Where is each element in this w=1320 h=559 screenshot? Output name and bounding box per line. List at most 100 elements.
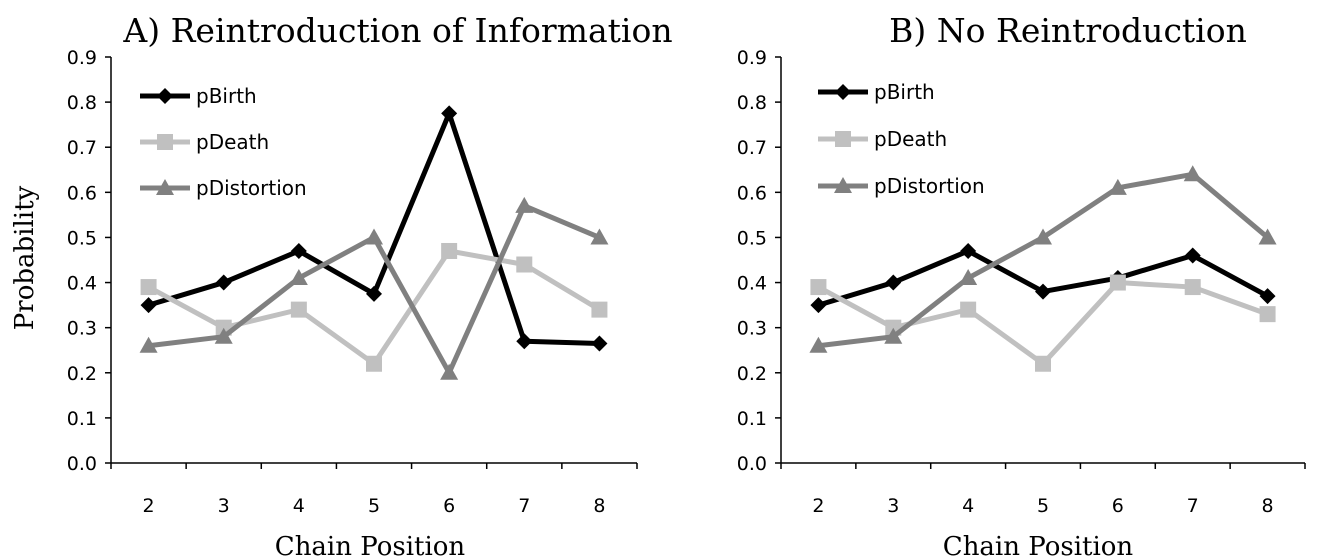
series-pDeath [810, 274, 1276, 372]
x-tick-label: 5 [368, 495, 380, 517]
data-point [1035, 355, 1051, 372]
data-point [960, 301, 977, 318]
legend-item: pBirth [140, 84, 257, 108]
legend-marker [834, 177, 852, 193]
x-axis-title: Chain Position [943, 532, 1134, 559]
data-point [591, 301, 608, 318]
y-tick-label: 0.6 [737, 182, 767, 204]
x-tick-label: 6 [1112, 495, 1124, 517]
data-point [1108, 178, 1127, 195]
x-tick-label: 4 [962, 495, 974, 517]
y-tick-label: 0.9 [737, 47, 767, 69]
legend-label: pDistortion [874, 174, 985, 198]
x-axis-title: Chain Position [275, 532, 466, 559]
x-tick-label: 3 [887, 495, 899, 517]
data-point [959, 269, 978, 286]
data-point [1184, 279, 1201, 296]
y-tick-label: 0.0 [737, 453, 767, 475]
data-point [1034, 228, 1052, 245]
data-point [1109, 274, 1126, 291]
y-tick-label: 0.6 [67, 182, 97, 204]
x-tick-label: 5 [1037, 495, 1049, 517]
y-tick-label: 0.4 [67, 273, 97, 295]
y-tick-label: 0.5 [737, 227, 767, 249]
data-point [441, 242, 458, 259]
data-point [591, 335, 608, 352]
data-point [290, 242, 307, 259]
series-pBirth [810, 242, 1276, 314]
legend-label: pDeath [196, 130, 269, 154]
y-tick-label: 0.2 [67, 363, 97, 385]
series-pBirth [140, 105, 608, 352]
data-point [140, 297, 157, 314]
data-point [1035, 283, 1051, 300]
chart-title: B) No Reintroduction [889, 11, 1247, 50]
y-tick-label: 0.3 [737, 318, 767, 340]
data-point [215, 274, 232, 291]
data-point [441, 105, 458, 122]
chart-title: A) Reintroduction of Information [122, 11, 672, 50]
data-point [290, 301, 307, 318]
data-point [1183, 165, 1202, 182]
x-tick-label: 3 [218, 495, 230, 517]
x-tick-label: 8 [1262, 495, 1274, 517]
y-tick-label: 0.7 [67, 137, 97, 159]
data-point [366, 285, 382, 302]
y-tick-label: 0.2 [737, 363, 767, 385]
data-point [885, 274, 902, 291]
legend-marker [157, 88, 173, 104]
y-tick-label: 0.9 [67, 47, 97, 69]
chart-panel-b: B) No Reintroduction Chain Position 0.0 0… [737, 11, 1306, 559]
data-point [365, 228, 383, 245]
legend-label: pBirth [196, 84, 257, 108]
legend-label: pBirth [874, 80, 935, 104]
y-axis-title: Probability [10, 185, 40, 330]
data-point [366, 355, 382, 372]
x-tick-label: 6 [443, 495, 455, 517]
x-tick-label: 2 [812, 495, 824, 517]
data-point [590, 228, 609, 245]
data-point [516, 256, 533, 273]
y-tick-label: 0.8 [67, 92, 97, 114]
data-point [960, 242, 977, 259]
data-point [809, 336, 828, 353]
data-point [515, 196, 534, 213]
legend-marker [835, 131, 851, 147]
data-point [1259, 306, 1276, 323]
y-tick-label: 0.8 [737, 92, 767, 114]
legend-marker [157, 134, 173, 150]
legend-marker [835, 84, 851, 100]
y-tick-label: 0.0 [67, 453, 97, 475]
x-tick-label: 4 [293, 495, 305, 517]
legend-label: pDeath [874, 127, 947, 151]
legend-item: pDeath [818, 127, 947, 151]
legend-label: pDistortion [196, 176, 307, 200]
x-tick-label: 2 [143, 495, 155, 517]
legend-item: pDistortion [818, 174, 985, 198]
chart-panel-a: A) Reintroduction of Information Probabi… [10, 11, 673, 559]
y-tick-label: 0.7 [737, 137, 767, 159]
legend-item: pDeath [140, 130, 269, 154]
legend-item: pDistortion [140, 176, 307, 200]
data-point [214, 327, 233, 344]
legend-item: pBirth [818, 80, 935, 104]
series-pDistortion [809, 165, 1277, 353]
data-point [1258, 228, 1277, 245]
y-tick-label: 0.5 [67, 227, 97, 249]
x-tick-label: 7 [518, 495, 530, 517]
data-point [139, 336, 158, 353]
y-tick-label: 0.1 [737, 408, 767, 430]
x-tick-label: 8 [593, 495, 605, 517]
y-tick-label: 0.1 [67, 408, 97, 430]
data-point [884, 327, 903, 344]
data-point [140, 279, 157, 296]
y-tick-label: 0.3 [67, 318, 97, 340]
series-pDistortion [139, 196, 609, 380]
series-pDeath [140, 242, 608, 372]
legend-marker [156, 179, 174, 195]
y-tick-label: 0.4 [737, 273, 767, 295]
data-point [289, 269, 308, 286]
data-point [810, 279, 827, 296]
data-point [810, 297, 827, 314]
